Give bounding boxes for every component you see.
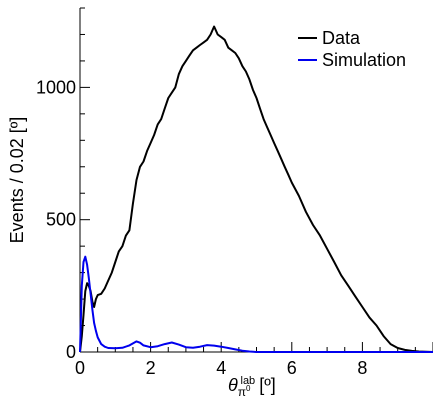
- y-axis-label: Events / 0.02 [º]: [7, 117, 27, 244]
- legend: Data Simulation: [298, 28, 406, 70]
- x-axis-label-symbol: θ: [228, 375, 238, 395]
- legend-simulation-label: Simulation: [322, 50, 406, 70]
- y-tick-label: 1000: [36, 77, 76, 97]
- x-tick-label: 6: [287, 358, 297, 378]
- y-tick-label: 0: [66, 342, 76, 362]
- x-axis-label-unit: [º]: [259, 375, 276, 395]
- x-axis-label-sup: lab: [241, 375, 256, 387]
- legend-data-label: Data: [322, 28, 361, 48]
- x-axis-label-sub: π: [238, 385, 246, 399]
- x-tick-label: 2: [146, 358, 156, 378]
- y-tick-label: 500: [46, 210, 76, 230]
- series-layer: [79, 25, 433, 353]
- series-line-simulation: [79, 255, 433, 353]
- x-axis-label: θπ0lab [º]: [228, 375, 276, 399]
- x-tick-label: 0: [75, 358, 85, 378]
- x-tick-label: 4: [216, 358, 226, 378]
- axis-ticks: 0 2 4 6 8 0 500 1000: [36, 7, 433, 378]
- x-tick-label: 8: [357, 358, 367, 378]
- series-line-data: [79, 25, 433, 353]
- x-axis-label-sub-sup: 0: [246, 384, 251, 393]
